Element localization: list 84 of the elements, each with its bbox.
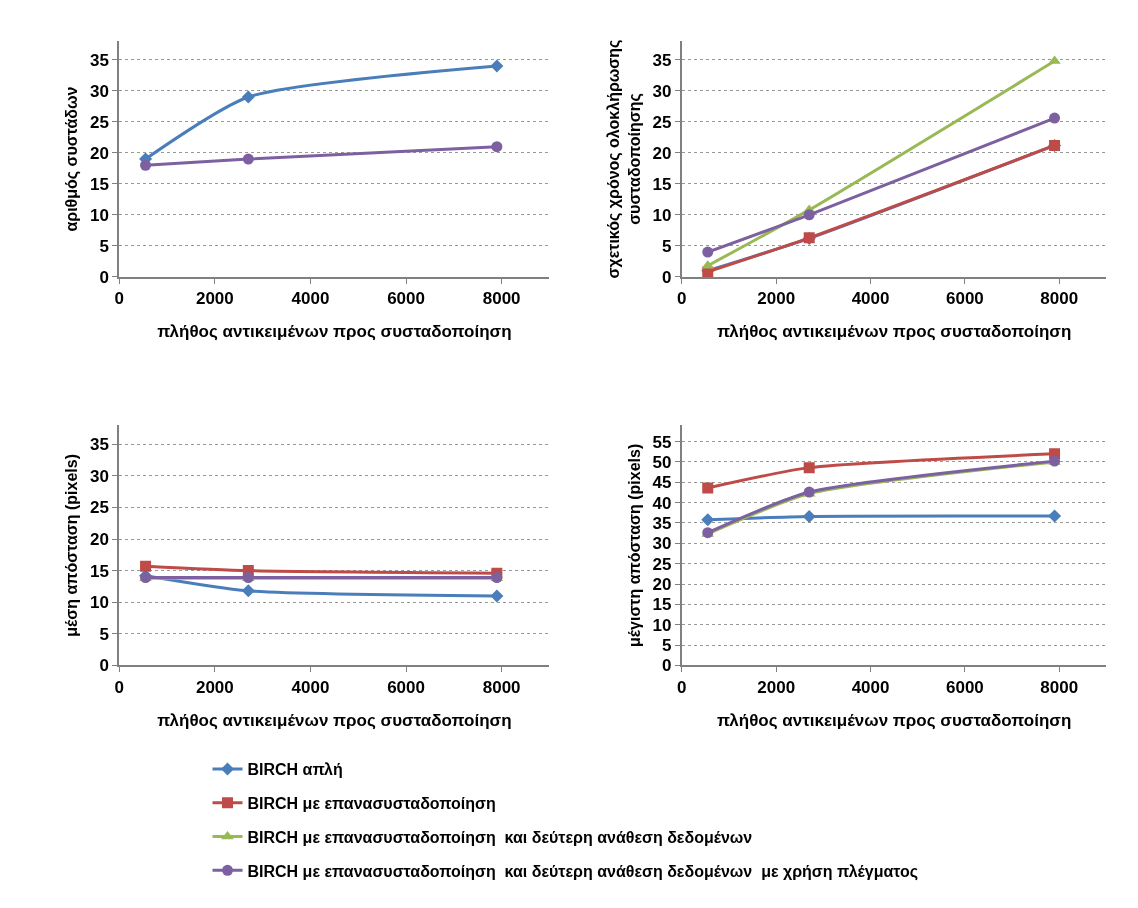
legend-label: BIRCH με επανασυσταδοποίηση και δεύτερη ανάθεση δεδομένων με χρήση πλέγματος	[247, 862, 919, 881]
x-tick-label: 2000	[757, 677, 796, 697]
x-tick-label: 8000	[1040, 289, 1079, 309]
y-tick-label: 0	[99, 267, 109, 287]
x-tick-label: 4000	[851, 289, 890, 309]
x-tick-label: 4000	[291, 289, 330, 309]
y-axis-title: μέση απόσταση (pixels)	[63, 454, 81, 637]
legend-label: BIRCH με επανασυσταδοποίηση και δεύτερη ανάθεση δεδομένων	[247, 828, 753, 846]
y-tick-label: 5	[99, 236, 109, 256]
y-tick-label: 30	[89, 81, 109, 101]
y-axis-title: σχετικός χρόνος ολοκλήρωσης συσταδοποίησης	[605, 39, 644, 279]
point	[1049, 112, 1061, 124]
legend-label: BIRCH με επανασυσταδοποίηση	[247, 794, 496, 812]
point	[702, 482, 714, 494]
y-axis-title: αριθμός συστάδων	[63, 86, 82, 232]
y-tick-label: 55	[652, 432, 672, 452]
y-tick-label: 35	[652, 50, 672, 70]
point	[140, 560, 152, 572]
point	[491, 141, 503, 153]
y-tick-label: 25	[652, 554, 672, 574]
y-tick-label: 15	[89, 174, 109, 194]
point	[803, 462, 815, 474]
x-axis-title: πλήθος αντικειμένων προς συσταδοποίηση	[716, 322, 1072, 342]
y-axis-title: μέγιστη απόσταση (pixels)	[625, 443, 643, 647]
x-tick-label: 0	[677, 289, 687, 309]
point	[701, 513, 715, 527]
y-tick-label: 10	[652, 615, 672, 635]
y-tick-label: 10	[652, 205, 672, 225]
y-tick-label: 20	[652, 574, 672, 594]
y-tick-label: 25	[89, 112, 109, 132]
y-tick-label: 20	[89, 143, 109, 163]
x-tick-label: 8000	[1040, 677, 1079, 697]
point	[702, 246, 714, 258]
x-tick-label: 2000	[757, 289, 796, 309]
point	[802, 509, 816, 523]
y-tick-label: 25	[652, 112, 672, 132]
y-tick-label: 35	[89, 435, 109, 455]
y-tick-label: 35	[89, 50, 109, 70]
x-tick-label: 0	[114, 677, 124, 697]
y-tick-label: 30	[89, 466, 109, 486]
point	[490, 589, 504, 603]
y-tick-label: 5	[661, 635, 672, 655]
x-tick-label: 6000	[945, 289, 984, 309]
y-tick-label: 0	[661, 267, 672, 287]
y-tick-label: 15	[652, 595, 672, 615]
x-tick-label: 6000	[387, 677, 425, 697]
x-axis-title: πλήθος αντικειμένων προς συσταδοποίηση	[157, 710, 512, 730]
x-tick-label: 4000	[291, 677, 330, 697]
x-tick-label: 0	[114, 289, 124, 309]
y-tick-label: 20	[652, 143, 672, 163]
y-tick-label: 50	[652, 452, 672, 472]
y-tick-label: 5	[99, 624, 109, 644]
point	[242, 153, 254, 165]
x-tick-label: 6000	[945, 677, 984, 697]
point	[241, 90, 255, 104]
y-tick-label: 25	[89, 498, 109, 518]
point	[140, 159, 152, 171]
y-tick-label: 35	[652, 513, 672, 533]
point	[803, 209, 815, 221]
x-tick-label: 6000	[387, 289, 425, 309]
x-axis-title: πλήθος αντικειμένων προς συσταδοποίηση	[716, 710, 1072, 730]
y-tick-label: 15	[652, 174, 672, 194]
x-tick-label: 4000	[851, 677, 890, 697]
y-tick-label: 0	[661, 656, 672, 676]
x-axis-title: πλήθος αντικειμένων προς συσταδοποίηση	[157, 322, 512, 342]
legend-label: BIRCH απλή	[247, 761, 343, 779]
x-tick-label: 8000	[482, 677, 521, 697]
x-tick-label: 2000	[195, 677, 234, 697]
y-tick-label: 5	[661, 236, 672, 256]
y-tick-label: 30	[652, 81, 672, 101]
x-tick-label: 0	[677, 677, 687, 697]
y-tick-label: 15	[89, 561, 109, 581]
point	[1048, 509, 1062, 523]
x-tick-label: 2000	[195, 289, 234, 309]
point	[490, 59, 504, 73]
y-tick-label: 10	[89, 593, 109, 613]
y-tick-label: 0	[99, 656, 109, 676]
point	[241, 584, 255, 598]
y-tick-label: 10	[89, 205, 109, 225]
y-tick-label: 45	[652, 473, 672, 493]
y-tick-label: 40	[652, 493, 672, 513]
y-tick-label: 20	[89, 529, 109, 549]
y-tick-label: 30	[652, 534, 672, 554]
x-tick-label: 8000	[482, 289, 521, 309]
